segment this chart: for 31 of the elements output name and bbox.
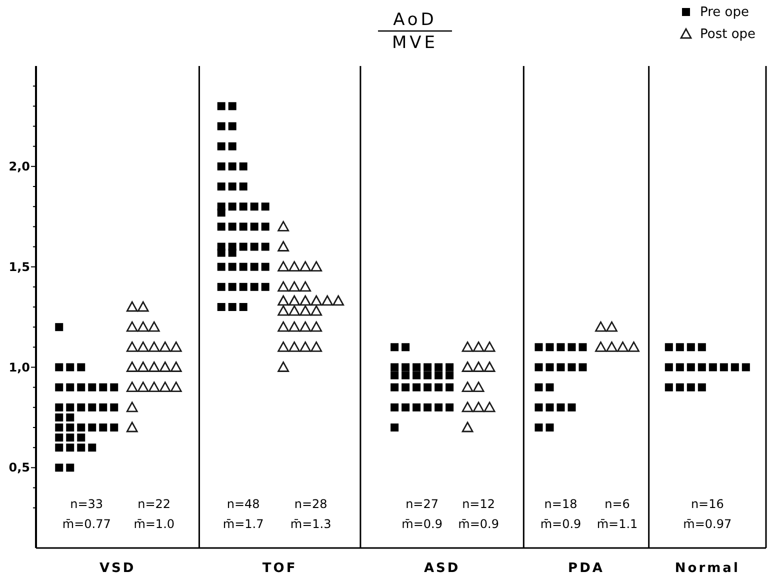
annotation: n=18 — [544, 497, 578, 511]
chart-subtitle: MVE — [392, 33, 438, 53]
annotation: m̄=1.0 — [134, 517, 175, 531]
annotation: n=12 — [462, 497, 496, 511]
annotation: n=33 — [70, 497, 104, 511]
annotation: m̄=1.3 — [290, 517, 332, 531]
annotation: m̄=0.9 — [540, 517, 582, 531]
annotation: n=28 — [294, 497, 328, 511]
y-tick-label: 1,5 — [8, 260, 30, 274]
annotation: m̄=1.7 — [222, 517, 264, 531]
annotation: n=6 — [604, 497, 630, 511]
x-tick-label: ASD — [424, 561, 460, 576]
annotation: m̄=1.1 — [596, 517, 638, 531]
annotation: m̄=0.9 — [458, 517, 499, 531]
x-tick-label: VSD — [100, 561, 136, 576]
annotation: n=16 — [690, 497, 724, 511]
annotation: m̄=0.97 — [683, 517, 732, 531]
x-tick-label: Normal — [674, 561, 740, 576]
annotation: n=27 — [406, 497, 439, 511]
annotation: n=48 — [226, 497, 260, 511]
y-tick-label: 0,5 — [8, 460, 30, 475]
annotation: n=22 — [138, 497, 171, 511]
x-tick-label: TOF — [262, 561, 298, 576]
y-tick-label: 1,0 — [8, 360, 30, 374]
legend-label: Post ope — [700, 27, 756, 42]
y-tick-label: 2,0 — [8, 159, 30, 174]
legend-label: Pre ope — [700, 5, 750, 20]
x-tick-label: PDA — [568, 561, 604, 576]
annotation: m̄=0.9 — [402, 517, 442, 531]
annotation: m̄=0.77 — [62, 517, 111, 531]
chart-title: AoD — [393, 10, 437, 30]
